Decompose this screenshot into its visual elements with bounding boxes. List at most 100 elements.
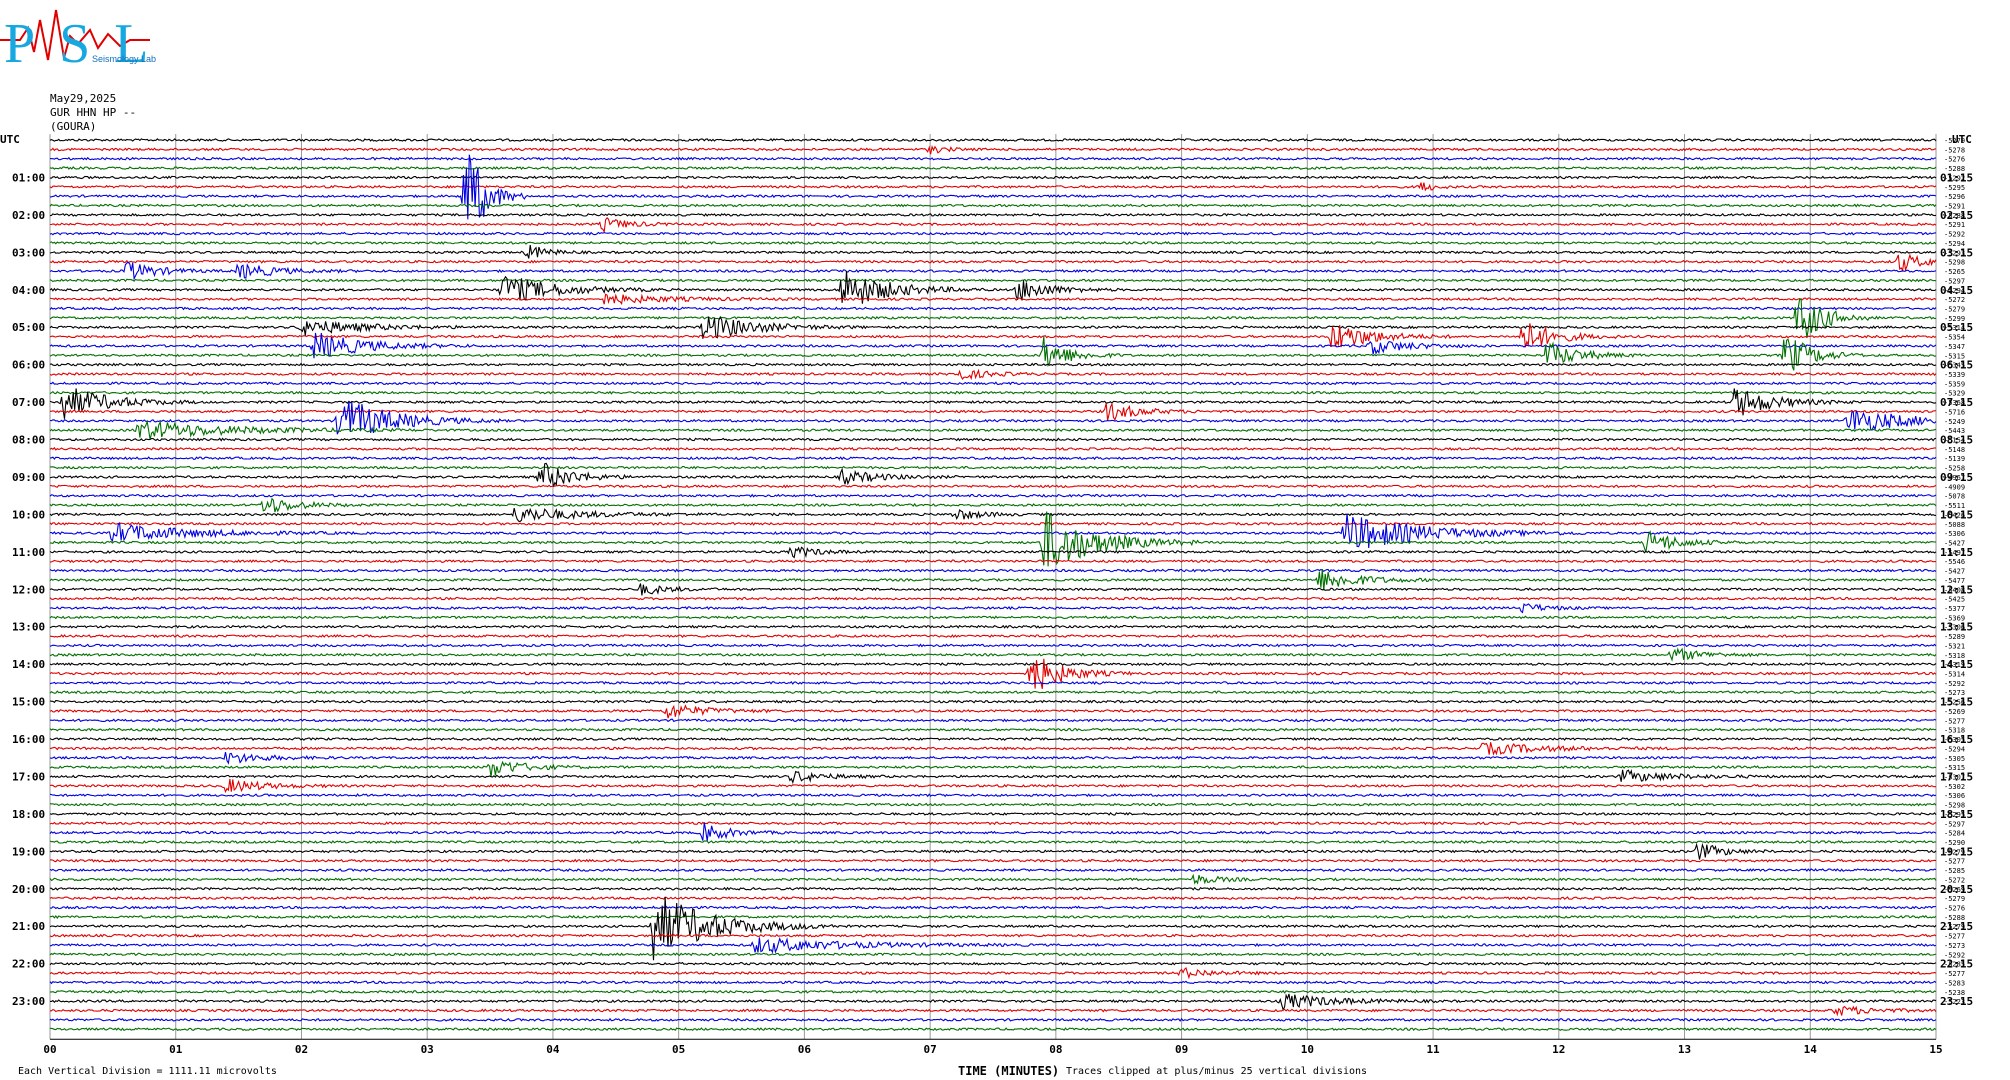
trace-offset-label: -5307: [1944, 773, 1965, 781]
trace-offset-label: -5278: [1944, 146, 1965, 154]
trace-offset-label: -5279: [1944, 923, 1965, 931]
seismic-trace: [49, 368, 1937, 381]
seismic-trace: [49, 647, 1937, 662]
trace-offset-label: -5318: [1944, 727, 1965, 735]
hour-label-left: 15:00: [12, 696, 45, 709]
x-tick-label: 12: [1552, 1043, 1565, 1056]
psl-logo: PSL Seismology Lab: [0, 9, 173, 75]
x-tick-label: 10: [1301, 1043, 1314, 1056]
seismic-trace: [49, 937, 1937, 954]
hour-label-left: 09:00: [12, 471, 45, 484]
seismic-trace: [49, 905, 1937, 910]
hour-label-left: 23:00: [12, 995, 45, 1008]
x-tick-label: 03: [421, 1043, 434, 1056]
seismic-trace: [49, 886, 1937, 891]
hour-label-right: 03:15: [1940, 246, 1973, 259]
hour-label-left: 21:00: [12, 920, 45, 933]
seismic-trace: [49, 690, 1937, 695]
hour-label-right: 12:15: [1940, 583, 1973, 596]
seismic-trace: [49, 658, 1937, 690]
hour-label-right: 19:15: [1940, 845, 1973, 858]
trace-offset-label: -5291: [1944, 203, 1965, 211]
seismic-trace: [49, 446, 1937, 451]
footer-clip-note: Traces clipped at plus/minus 25 vertical…: [1066, 1066, 1368, 1077]
seismic-trace: [49, 727, 1937, 732]
trace-offset-label: -5277: [1944, 933, 1965, 941]
hour-label-right: 04:15: [1940, 284, 1973, 297]
seismic-trace: [49, 278, 1937, 283]
hour-label-left: 19:00: [12, 845, 45, 858]
trace-offset-label: -5238: [1944, 989, 1965, 997]
trace-offset-label: -5314: [1944, 671, 1965, 679]
seismic-trace: [49, 634, 1937, 639]
trace-offset-label: -5088: [1944, 521, 1965, 529]
seismic-trace: [49, 493, 1937, 498]
trace-offset-label: -5292: [1944, 174, 1965, 182]
seismic-trace: [49, 419, 1937, 440]
seismic-trace: [49, 381, 1937, 386]
trace-offset-label: -5546: [1944, 558, 1965, 566]
seismic-trace: [49, 437, 1937, 442]
seismic-trace: [49, 462, 1937, 488]
hour-label-left: 01:00: [12, 171, 45, 184]
trace-offset-label: -5298: [1944, 259, 1965, 267]
trace-offset-label: -5305: [1944, 755, 1965, 763]
hour-label-right: 18:15: [1940, 808, 1973, 821]
trace-offset-label: -5347: [1944, 343, 1965, 351]
hour-label-right: 13:15: [1940, 621, 1973, 634]
seismic-trace: [49, 811, 1937, 816]
hour-label-right: 21:15: [1940, 920, 1973, 933]
hour-label-left: 12:00: [12, 583, 45, 596]
hour-label-right: 01:15: [1940, 171, 1973, 184]
seismic-trace: [49, 603, 1937, 614]
trace-offset-label: -5277: [1944, 970, 1965, 978]
hour-label-left: 02:00: [12, 209, 45, 222]
trace-offset-label: -5368: [1944, 399, 1965, 407]
seismic-trace: [50, 993, 1937, 1012]
seismic-trace: [49, 231, 1936, 236]
seismic-trace: [49, 596, 1937, 601]
trace-offset-label: -5302: [1944, 783, 1965, 791]
seismic-trace: [49, 643, 1937, 648]
seismic-trace: [49, 507, 1937, 523]
seismic-trace: [49, 511, 1937, 567]
seismic-trace: [49, 868, 1937, 873]
trace-offset-label: -5279: [1944, 305, 1965, 313]
logo-text: PSL: [4, 13, 173, 75]
trace-offset-label: -4967: [1944, 474, 1965, 482]
seismic-trace: [49, 914, 1937, 919]
hour-label-left: 08:00: [12, 434, 45, 447]
trace-offset-label: -5277: [1944, 858, 1965, 866]
axis-labels: 00 01 02 03 04 05 06 07 08 09 10 11 12 13 14 15-5279-52…: [0, 133, 1973, 1056]
trace-offset-label: -4909: [1944, 483, 1965, 491]
hour-label-right: 15:15: [1940, 696, 1973, 709]
seismic-trace: [49, 858, 1937, 863]
trace-offset-label: -5443: [1944, 427, 1965, 435]
trace-offset-label: -5299: [1944, 315, 1965, 323]
seismic-trace: [50, 216, 1937, 234]
seismic-trace: [49, 840, 1937, 844]
hour-label-right: 11:15: [1940, 546, 1973, 559]
trace-offset-label: -5306: [1944, 530, 1965, 538]
seismic-trace: [49, 203, 1937, 208]
trace-offset-label: -5716: [1944, 408, 1965, 416]
trace-offset-label: -5272: [1944, 876, 1965, 884]
hour-label-right: 05:15: [1940, 321, 1973, 334]
x-tick-label: 13: [1678, 1043, 1691, 1056]
hour-label-left: 13:00: [12, 621, 45, 634]
trace-offset-label: -5291: [1944, 221, 1965, 229]
trace-offset-label: -5296: [1944, 193, 1965, 201]
x-tick-label: 15: [1929, 1043, 1942, 1056]
seismic-trace: [49, 293, 1937, 306]
hour-label-left: 04:00: [12, 284, 45, 297]
seismic-trace: [49, 699, 1937, 704]
trace-offset-label: -5273: [1944, 689, 1965, 697]
seismic-trace: [49, 793, 1937, 798]
seismic-trace: [49, 323, 1937, 348]
trace-offset-label: -5154: [1944, 437, 1965, 445]
seismic-trace: [49, 802, 1937, 807]
seismic-trace: [50, 402, 1937, 421]
hour-label-right: 23:15: [1940, 995, 1973, 1008]
trace-offset-label: -5249: [1944, 418, 1965, 426]
